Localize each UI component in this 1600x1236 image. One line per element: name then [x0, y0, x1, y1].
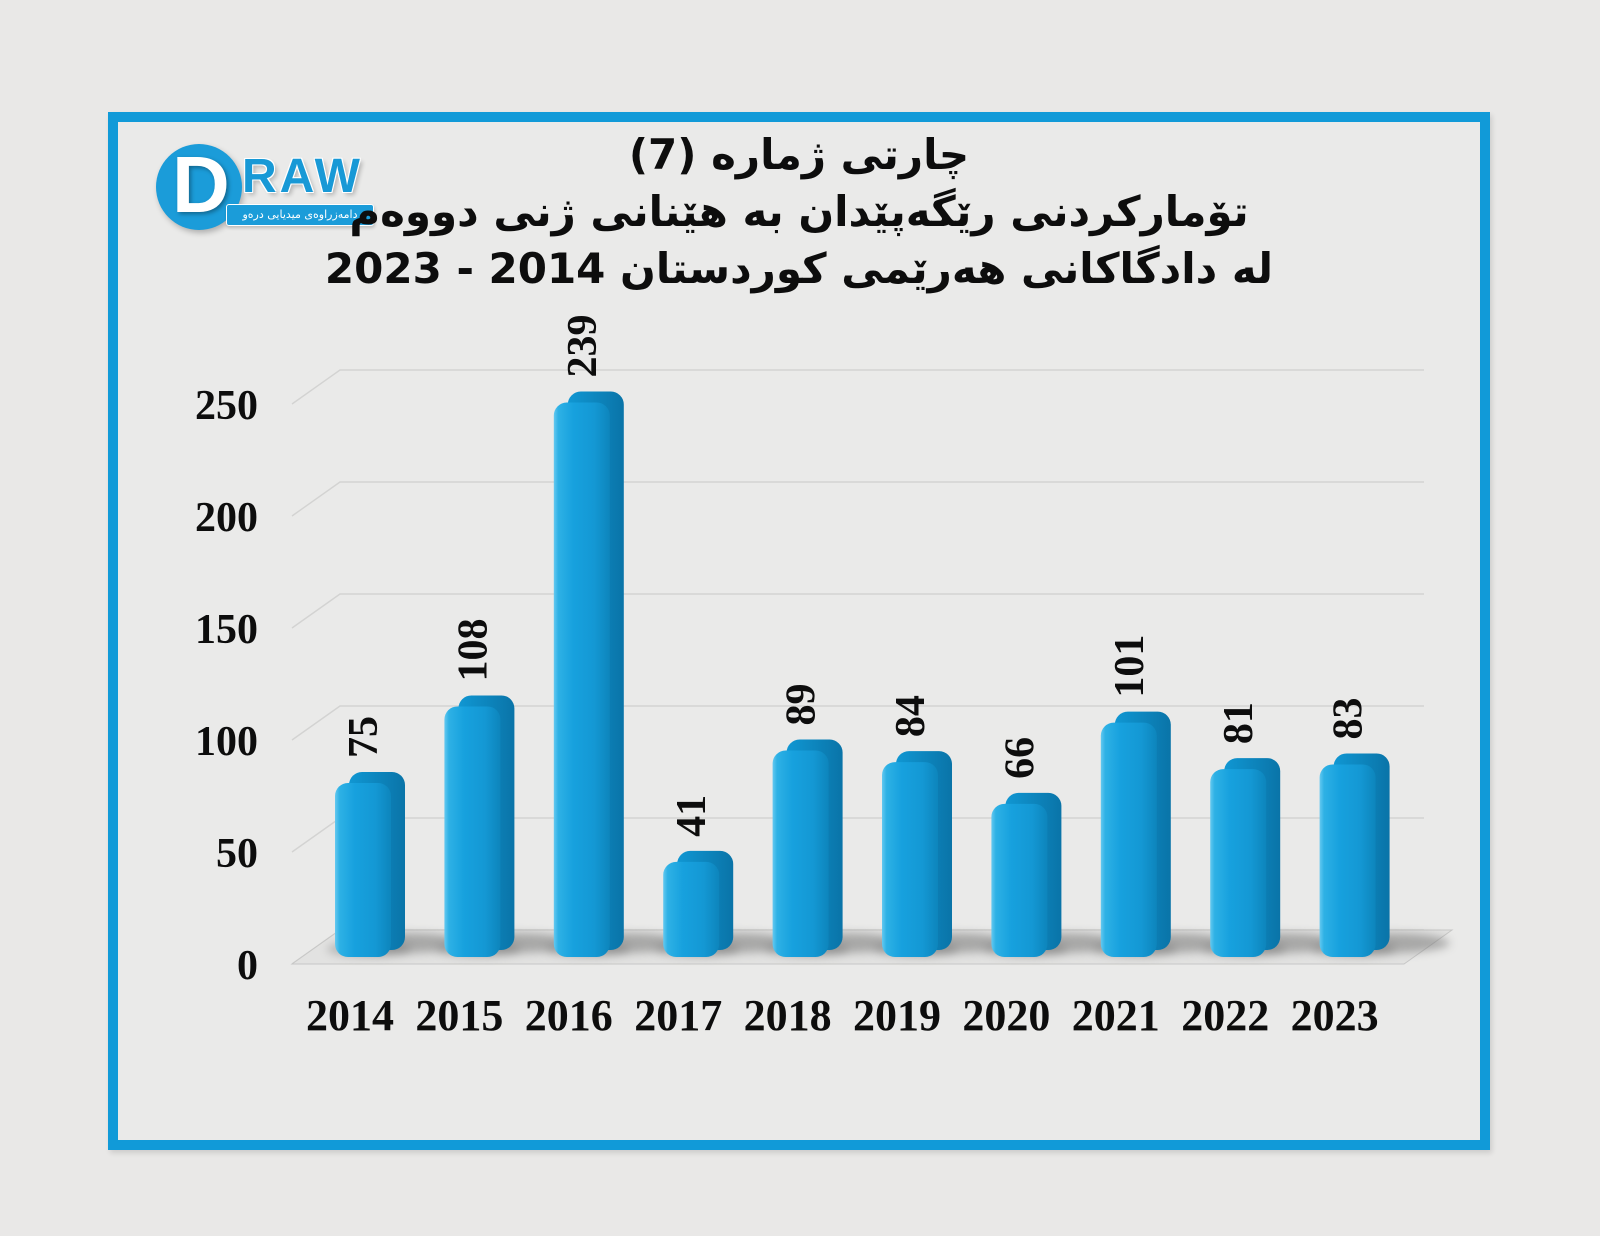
- x-tick-label: 2018: [744, 991, 832, 1040]
- bar-value-label: 81: [1216, 702, 1262, 744]
- logo-wordmark: RAW: [242, 150, 363, 203]
- y-tick-label: 200: [195, 495, 258, 541]
- bar-value-label: 66: [997, 737, 1043, 779]
- gridline-200: [291, 481, 1424, 517]
- bar-2020: [991, 803, 1048, 957]
- y-tick-label: 250: [195, 383, 258, 429]
- chart-title-line2: تۆمارکردنی رێگەپێدان بە هێنانی ژنی دووەم: [349, 187, 1249, 236]
- x-tick-label: 2022: [1181, 991, 1269, 1040]
- bar-2022: [1210, 769, 1267, 957]
- bar-2016: [553, 402, 610, 957]
- y-tick-label: 100: [195, 719, 258, 765]
- x-tick-label: 2014: [306, 991, 394, 1040]
- y-tick-label: 50: [216, 831, 258, 877]
- bar-value-label: 83: [1326, 697, 1372, 739]
- chart-title-line3: لە دادگاکانی هەرێمی کوردستان 2014 - 2023: [324, 244, 1274, 293]
- bar-2014: [335, 783, 391, 957]
- gridline-150: [291, 593, 1424, 629]
- bar-value-label: 108: [450, 618, 496, 681]
- draw-logo: D RAW دامەزراوەی میدیایی درەو: [156, 140, 376, 235]
- bar-2019: [882, 762, 938, 957]
- bar-value-label: 75: [341, 716, 387, 758]
- bar-value-label: 41: [669, 795, 715, 837]
- gridline-250: [291, 369, 1424, 405]
- bar-2021: [1100, 722, 1157, 957]
- bar-value-label: 89: [779, 684, 825, 726]
- y-tick-label: 150: [195, 607, 258, 653]
- bar-2015: [444, 706, 501, 957]
- x-tick-label: 2017: [634, 991, 722, 1040]
- x-tick-label: 2019: [853, 991, 941, 1040]
- x-tick-label: 2015: [415, 991, 503, 1040]
- logo-d-letter: D: [172, 140, 230, 229]
- bar-value-label: 239: [560, 315, 606, 378]
- bar-2017: [663, 861, 720, 957]
- x-tick-label: 2016: [525, 991, 613, 1040]
- bar-2018: [772, 750, 829, 957]
- bar-value-label: 84: [888, 695, 934, 737]
- x-tick-label: 2023: [1291, 991, 1379, 1040]
- chart-outer-frame: [108, 112, 1490, 1150]
- chart-title-line1: چارتی ژماره (7): [628, 130, 970, 179]
- bar-value-label: 101: [1107, 635, 1153, 698]
- x-tick-label: 2020: [962, 991, 1050, 1040]
- chart-title: چارتی ژماره (7) تۆمارکردنی رێگەپێدان بە …: [108, 126, 1490, 297]
- gridline-100: [291, 705, 1424, 741]
- logo-tagline: دامەزراوەی میدیایی درەو: [226, 204, 374, 226]
- bar-2023: [1319, 764, 1376, 957]
- x-tick-label: 2021: [1072, 991, 1160, 1040]
- y-tick-label: 0: [237, 943, 258, 989]
